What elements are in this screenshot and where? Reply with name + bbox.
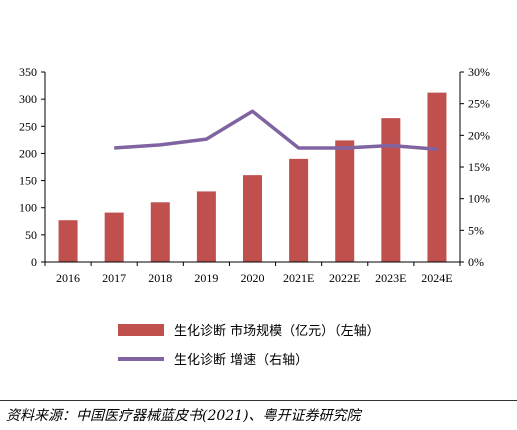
bars-group [58,92,447,263]
y-left-tick-label: 50 [25,228,37,242]
y-left-tick-label: 150 [19,174,37,188]
y-left-tick-label: 300 [19,92,37,106]
source-divider [0,400,517,401]
y-right-tick-label: 20% [468,128,490,142]
bar-line-chart: 0 50 100 150 200 250 300 350 0% 5% 10% 15% 20% 25% 30%… [19,65,490,368]
bar-2017 [104,212,124,262]
source-note: 资料来源：中国医疗器械蓝皮书(2021)、粤开证券研究院 [6,408,361,424]
y-right-tick-label: 0% [468,255,484,269]
bar-2018 [150,202,170,262]
legend-swatch-bar [118,324,164,336]
bar-2019 [196,191,216,262]
x-tick-label: 2024E [421,271,452,285]
x-tick-label: 2017 [102,271,126,285]
bar-2022E [335,140,355,262]
axes-group: 0 50 100 150 200 250 300 350 0% 5% 10% 15% 20% 25% 30%… [19,65,490,285]
y-right-tick-label: 25% [468,97,490,111]
x-tick-label: 2019 [194,271,218,285]
growth-line [114,109,438,152]
y-left-tick-label: 250 [19,119,37,133]
legend: 生化诊断 市场规模（亿元）（左轴） 生化诊断 增速（右轴） [118,323,380,368]
y-left-tick-label: 100 [19,201,37,215]
bar-2023E [381,118,401,263]
legend-label-bar: 生化诊断 市场规模（亿元）（左轴） [174,323,380,339]
x-tick-label: 2020 [241,271,265,285]
y-left-tick-label: 350 [19,65,37,79]
bar-2016 [58,220,78,262]
bar-2021E [289,158,309,262]
x-tick-label: 2018 [148,271,172,285]
growth-line-group [114,109,438,152]
y-left-tick-label: 200 [19,146,37,160]
x-tick-label: 2023E [375,271,406,285]
x-tick-label: 2016 [56,271,80,285]
y-right-tick-label: 30% [468,65,490,79]
x-tick-label: 2021E [283,271,314,285]
bar-2024E [427,92,447,262]
bar-2020 [243,175,262,262]
y-left-tick-label: 0 [31,255,37,269]
x-tick-label: 2022E [329,271,360,285]
legend-label-line: 生化诊断 增速（右轴） [174,353,308,368]
y-right-tick-label: 10% [468,192,490,206]
y-right-tick-label: 5% [468,223,484,237]
y-right-tick-label: 15% [468,160,490,174]
